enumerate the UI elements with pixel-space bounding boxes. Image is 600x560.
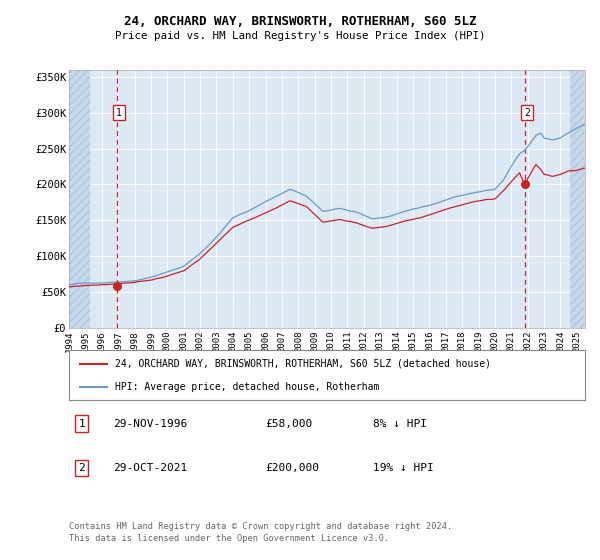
- Text: 1: 1: [79, 418, 85, 428]
- Bar: [69, 70, 90, 328]
- Text: 24, ORCHARD WAY, BRINSWORTH, ROTHERHAM, S60 5LZ: 24, ORCHARD WAY, BRINSWORTH, ROTHERHAM, …: [124, 15, 476, 28]
- Bar: [570, 70, 585, 328]
- Text: £58,000: £58,000: [265, 418, 313, 428]
- Text: 8% ↓ HPI: 8% ↓ HPI: [373, 418, 427, 428]
- Text: HPI: Average price, detached house, Rotherham: HPI: Average price, detached house, Roth…: [115, 382, 380, 392]
- Text: Price paid vs. HM Land Registry's House Price Index (HPI): Price paid vs. HM Land Registry's House …: [115, 31, 485, 41]
- Text: 29-OCT-2021: 29-OCT-2021: [113, 463, 187, 473]
- Text: 29-NOV-1996: 29-NOV-1996: [113, 418, 187, 428]
- Text: 1: 1: [116, 108, 122, 118]
- Text: Contains HM Land Registry data © Crown copyright and database right 2024.
This d: Contains HM Land Registry data © Crown c…: [69, 522, 452, 543]
- Text: 19% ↓ HPI: 19% ↓ HPI: [373, 463, 434, 473]
- Text: 2: 2: [524, 108, 530, 118]
- Text: 2: 2: [79, 463, 85, 473]
- Text: 24, ORCHARD WAY, BRINSWORTH, ROTHERHAM, S60 5LZ (detached house): 24, ORCHARD WAY, BRINSWORTH, ROTHERHAM, …: [115, 358, 491, 368]
- Text: £200,000: £200,000: [265, 463, 319, 473]
